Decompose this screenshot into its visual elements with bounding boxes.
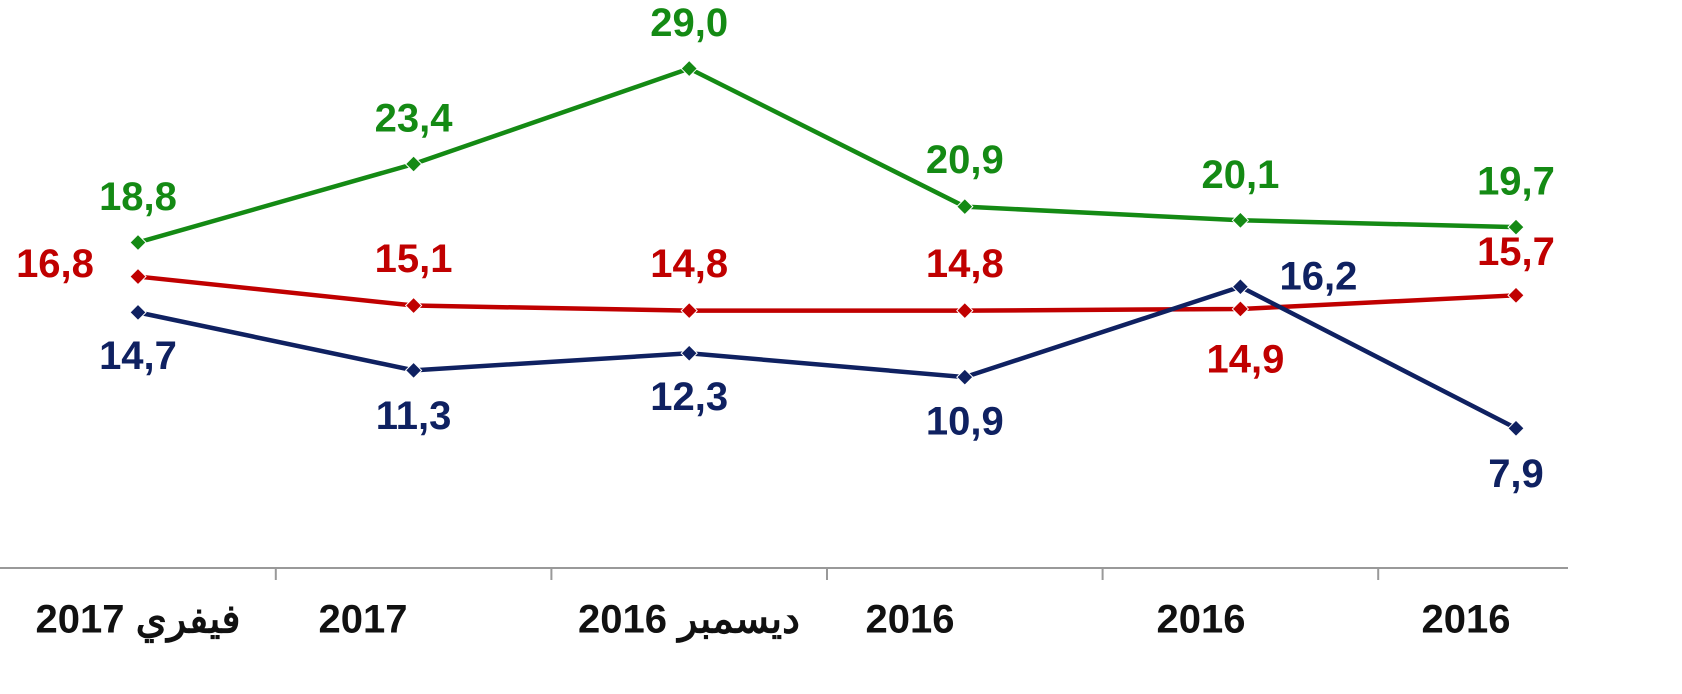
x-tick-label: 2016 (1157, 598, 1246, 642)
data-label: 15,7 (1477, 230, 1555, 274)
marker (956, 368, 974, 386)
data-label: 16,2 (1279, 254, 1357, 298)
data-label: 14,8 (926, 242, 1004, 286)
data-label: 10,9 (926, 400, 1004, 444)
x-tick-label: 2016 (1422, 598, 1511, 642)
x-tick-label: فيفري 2017 (36, 598, 241, 644)
data-label: 18,8 (99, 175, 177, 219)
data-label: 14,8 (650, 242, 728, 286)
data-label: 20,9 (926, 138, 1004, 182)
marker (1231, 300, 1250, 318)
marker (1231, 211, 1250, 230)
marker (680, 301, 698, 320)
data-label: 11,3 (376, 394, 452, 438)
line (137, 66, 1517, 245)
marker (680, 344, 698, 362)
line (137, 274, 1517, 313)
data-label: 20,1 (1201, 153, 1279, 197)
marker (129, 233, 147, 252)
marker (1231, 278, 1250, 296)
data-label: 23,4 (375, 97, 454, 141)
marker (129, 303, 147, 322)
marker (680, 59, 698, 78)
data-label: 16,8 (16, 242, 94, 286)
line (137, 284, 1518, 431)
x-tick-label: 2016 (866, 598, 955, 642)
marker (956, 197, 974, 216)
marker (1507, 286, 1525, 305)
data-label: 12,3 (650, 375, 728, 419)
data-label: 15,1 (375, 237, 453, 281)
x-tick-label: 2017 (319, 598, 408, 642)
marker (129, 267, 147, 286)
marker (404, 296, 423, 315)
data-label: 14,9 (1206, 338, 1284, 382)
data-label: 19,7 (1477, 160, 1555, 204)
marker (404, 361, 423, 380)
data-label: 14,7 (99, 334, 177, 378)
data-label: 29,0 (650, 1, 728, 45)
x-tick-label: ديسمبر 2016 (578, 598, 800, 644)
marker (1507, 218, 1525, 236)
data-label: 7,9 (1488, 452, 1544, 496)
marker (1507, 419, 1525, 438)
marker (956, 301, 974, 320)
marker (404, 155, 423, 173)
